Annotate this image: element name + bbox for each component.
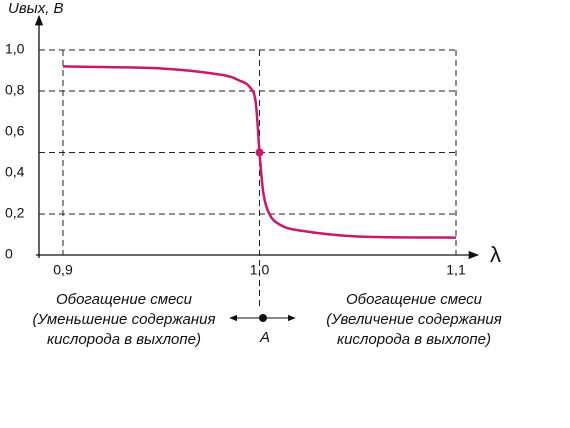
x-axis-label: λ: [490, 242, 501, 267]
point-a-marker: [259, 314, 267, 322]
y-tick-label: 1,0: [5, 41, 25, 57]
y-tick-label: 0,8: [5, 82, 25, 98]
y-tick-label: 0: [5, 246, 13, 262]
y-tick-label: 0,4: [5, 164, 25, 180]
right-note: кислорода в выхлопе): [337, 331, 491, 348]
left-note: Обогащение смеси: [56, 291, 193, 308]
y-axis-label: Uвых, В: [8, 0, 64, 17]
x-tick-label: 1,1: [446, 262, 466, 278]
right-note: (Увеличение содержания: [326, 311, 502, 328]
left-note: кислорода в выхлопе): [47, 331, 201, 348]
right-note: Обогащение смеси: [346, 291, 483, 308]
point-label: A: [259, 329, 270, 346]
x-tick-label: 0,9: [53, 262, 73, 278]
y-tick-label: 0,6: [5, 123, 25, 139]
x-tick-label: 1,0: [250, 262, 270, 278]
point-a: [255, 148, 264, 157]
y-tick-label: 0,2: [5, 205, 25, 221]
left-note: (Уменьшение содержания: [32, 311, 215, 328]
